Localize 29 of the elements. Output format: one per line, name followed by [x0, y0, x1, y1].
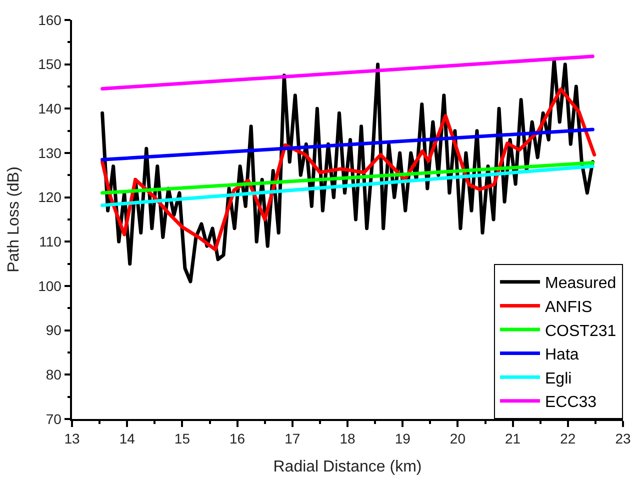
x-axis-title: Radial Distance (km) — [273, 458, 422, 476]
x-tick-label: 19 — [394, 430, 411, 447]
x-tick-label: 20 — [450, 430, 466, 447]
y-tick-label: 100 — [38, 278, 62, 294]
x-tick-label: 13 — [64, 430, 80, 447]
x-tick-label: 14 — [119, 430, 136, 447]
legend-label: Measured — [545, 275, 616, 292]
legend-label: Hata — [545, 346, 579, 364]
x-tick-label: 21 — [505, 430, 521, 447]
y-tick-label: 80 — [46, 366, 62, 383]
y-tick-label: 130 — [38, 144, 62, 161]
y-tick-label: 140 — [38, 100, 62, 117]
x-tick-label: 22 — [560, 430, 576, 447]
x-tick-label: 17 — [284, 430, 300, 447]
y-tick-label: 150 — [38, 56, 62, 72]
y-tick-label: 90 — [46, 322, 62, 338]
y-tick-label: 120 — [38, 189, 62, 206]
y-tick-label: 160 — [38, 12, 62, 28]
x-tick-label: 16 — [230, 430, 246, 447]
legend-label: COST231 — [545, 322, 616, 340]
legend-label: Egli — [545, 370, 572, 388]
x-tick-label: 18 — [340, 430, 356, 447]
y-tick-label: 70 — [46, 410, 62, 427]
y-tick-label: 110 — [39, 234, 62, 250]
x-tick-label: 23 — [615, 430, 631, 447]
legend-label: ECC33 — [545, 394, 597, 412]
legend-label: ANFIS — [545, 298, 592, 316]
x-tick-label: 15 — [174, 430, 190, 447]
y-axis-title: Path Loss (dB) — [5, 166, 22, 272]
